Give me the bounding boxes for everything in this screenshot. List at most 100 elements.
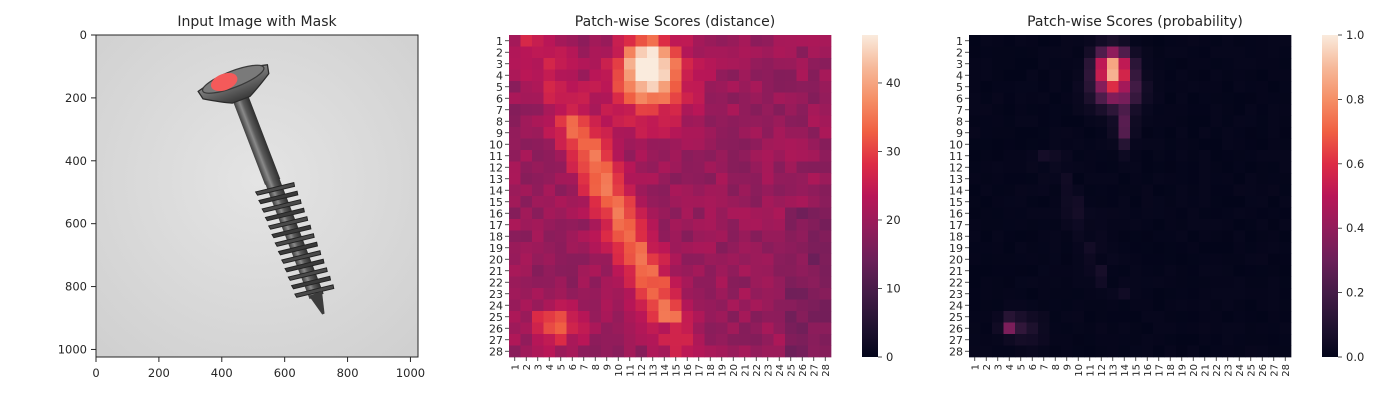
heatmap-cell xyxy=(1061,58,1073,70)
heatmap-cell xyxy=(969,242,981,254)
heatmap-cell xyxy=(509,35,521,47)
heatmap-cell xyxy=(1061,150,1073,162)
heatmap-cell xyxy=(647,138,659,151)
heatmap-cell xyxy=(785,345,797,358)
heatmap-cell xyxy=(980,173,993,185)
heatmap-y-tick: 20 xyxy=(949,253,963,266)
heatmap-cell xyxy=(762,138,774,151)
heatmap-cell xyxy=(1118,311,1131,323)
heatmap-cell xyxy=(1222,207,1234,220)
heatmap-cell xyxy=(1061,265,1073,277)
heatmap-cell xyxy=(555,299,567,312)
heatmap-y-tick: 10 xyxy=(949,138,963,151)
heatmap-cell xyxy=(1176,322,1188,335)
heatmap-cell xyxy=(1026,173,1039,185)
heatmap-cell xyxy=(1095,115,1108,128)
heatmap-cell xyxy=(1107,35,1119,47)
heatmap-cell xyxy=(1199,184,1211,197)
heatmap-cell xyxy=(1095,35,1108,47)
heatmap-cell xyxy=(635,334,648,346)
heatmap-cell xyxy=(589,150,602,162)
heatmap-cell xyxy=(1026,69,1039,82)
heatmap-cell xyxy=(1141,276,1154,289)
heatmap-cell xyxy=(601,207,613,220)
heatmap-cell xyxy=(1164,104,1177,116)
heatmap-cell xyxy=(1222,69,1234,82)
heatmap-cell xyxy=(808,35,820,47)
heatmap-cell xyxy=(1038,173,1050,185)
heatmap-cell xyxy=(1256,127,1269,139)
heatmap-cell xyxy=(658,173,671,185)
heatmap-cell xyxy=(1061,334,1073,346)
heatmap-cell xyxy=(992,219,1004,231)
heatmap-cell xyxy=(1268,219,1280,231)
heatmap-cell xyxy=(1153,35,1165,47)
heatmap-cell xyxy=(1061,184,1073,197)
heatmap-y-tick: 11 xyxy=(949,150,963,163)
heatmap-cell xyxy=(543,127,556,139)
heatmap-cell xyxy=(1199,35,1211,47)
heatmap-cell xyxy=(796,311,809,323)
heatmap-cell xyxy=(1187,276,1200,289)
heatmap-cell xyxy=(543,276,556,289)
heatmap-x-tick: 4 xyxy=(1005,364,1016,370)
heatmap-cell xyxy=(1026,35,1039,47)
heatmap-cell xyxy=(1222,253,1234,266)
heatmap-cell xyxy=(1268,58,1280,70)
heatmap-cell xyxy=(1003,92,1016,105)
heatmap-cell xyxy=(1153,299,1165,312)
heatmap-cell xyxy=(773,150,786,162)
heatmap-cell xyxy=(1187,196,1200,208)
heatmap-cell xyxy=(693,334,705,346)
heatmap-cell xyxy=(1061,138,1073,151)
heatmap-cell xyxy=(635,219,648,231)
heatmap-cell xyxy=(612,311,625,323)
heatmap-cell xyxy=(681,276,694,289)
heatmap-cell xyxy=(681,311,694,323)
heatmap-cell xyxy=(1003,138,1016,151)
heatmap-cell xyxy=(1164,35,1177,47)
heatmap-cell xyxy=(658,161,671,174)
heatmap-cell xyxy=(693,196,705,208)
heatmap-cell xyxy=(1279,173,1292,185)
heatmap-cell xyxy=(509,138,521,151)
heatmap-cell xyxy=(555,127,567,139)
heatmap-cell xyxy=(1084,150,1096,162)
heatmap-y-tick: 27 xyxy=(949,334,963,347)
heatmap-cell xyxy=(1015,138,1027,151)
heatmap-cell xyxy=(992,58,1004,70)
heatmap-cell xyxy=(670,334,682,346)
heatmap-cell xyxy=(992,276,1004,289)
heatmap-cell xyxy=(589,219,602,231)
heatmap-cell xyxy=(693,173,705,185)
heatmap-x-tick: 13 xyxy=(1108,364,1119,377)
heatmap-cell xyxy=(1222,288,1234,300)
heatmap-cell xyxy=(992,299,1004,312)
heatmap-cell xyxy=(808,322,820,335)
heatmap-cell xyxy=(1279,345,1292,358)
heatmap-cell xyxy=(1107,322,1119,335)
heatmap-cell xyxy=(819,69,832,82)
heatmap-cell xyxy=(1107,138,1119,151)
heatmap-cell xyxy=(1153,288,1165,300)
heatmap-cell xyxy=(1187,150,1200,162)
heatmap-cell xyxy=(1072,104,1085,116)
heatmap-cell xyxy=(727,219,740,231)
heatmap-cell xyxy=(1256,46,1269,59)
heatmap-cell xyxy=(808,104,820,116)
heatmap-cell xyxy=(635,207,648,220)
heatmap-cell xyxy=(589,161,602,174)
heatmap-cell xyxy=(1256,104,1269,116)
heatmap-cell xyxy=(543,311,556,323)
heatmap-cell xyxy=(520,46,533,59)
heatmap-cell xyxy=(1130,276,1142,289)
heatmap-cell xyxy=(693,322,705,335)
heatmap-y-tick: 15 xyxy=(949,196,963,209)
heatmap-cell xyxy=(739,299,751,312)
heatmap-cell xyxy=(509,288,521,300)
heatmap-cell xyxy=(601,345,613,358)
heatmap-cell xyxy=(704,242,717,254)
heatmap-cell xyxy=(647,265,659,277)
heatmap-cell xyxy=(612,288,625,300)
heatmap-cell xyxy=(1279,230,1292,243)
